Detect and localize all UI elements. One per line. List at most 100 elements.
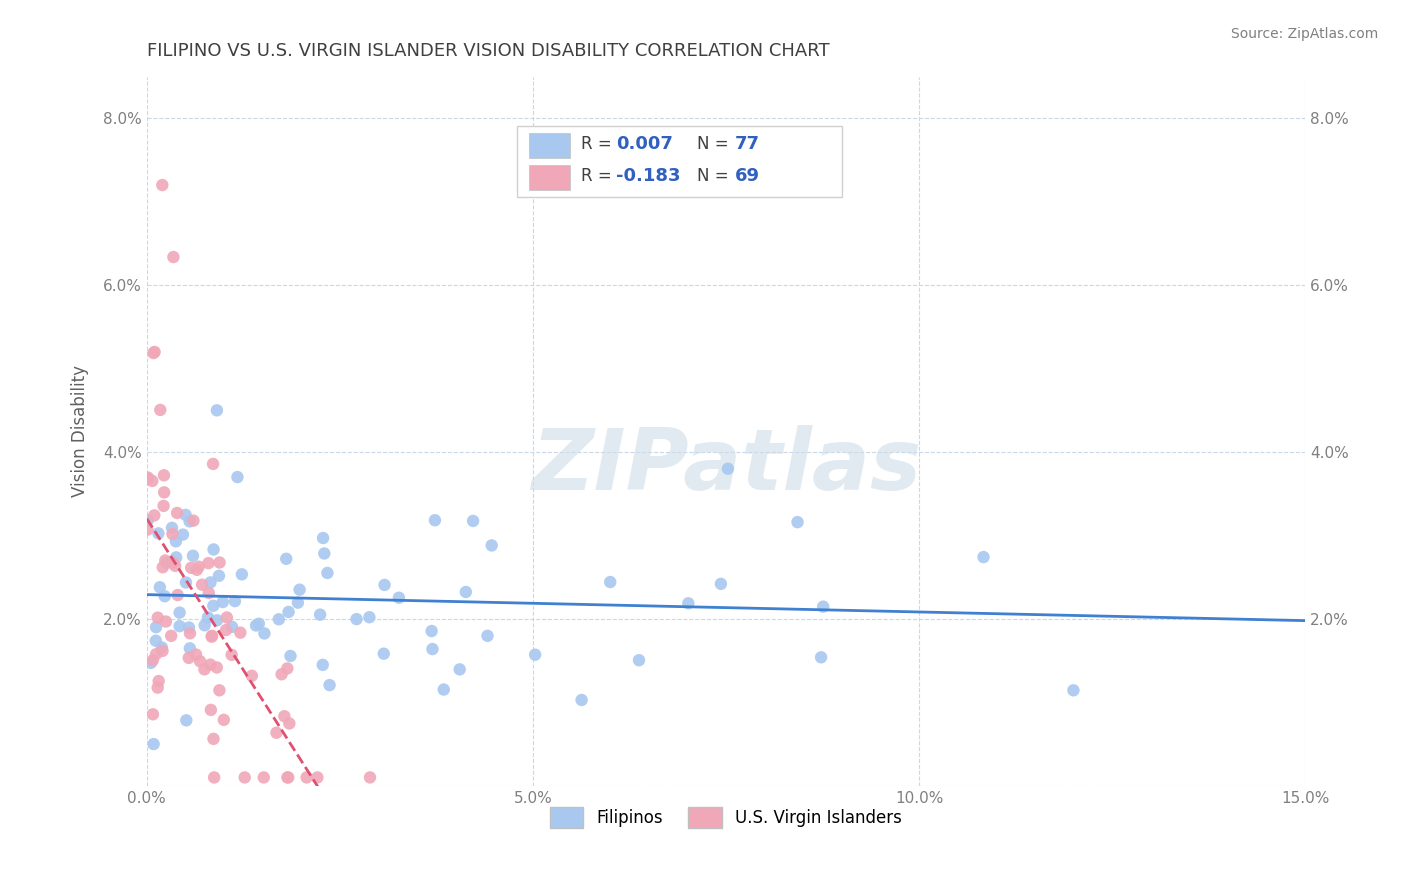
Point	[481, 538, 503, 552]
Point	[201, 629, 224, 643]
Point	[200, 657, 222, 672]
Point	[270, 667, 292, 681]
Point	[215, 610, 238, 624]
Point	[374, 578, 396, 592]
Point	[240, 669, 263, 683]
Point	[786, 515, 808, 529]
Point	[148, 674, 170, 689]
Point	[152, 560, 174, 574]
Point	[145, 647, 167, 661]
Point	[174, 575, 197, 590]
Point	[146, 610, 169, 624]
Point	[160, 629, 183, 643]
Point	[136, 472, 159, 486]
Point	[247, 616, 270, 631]
Point	[153, 485, 176, 500]
Point	[166, 506, 188, 520]
Point	[524, 648, 547, 662]
Point	[150, 178, 173, 192]
Point	[202, 457, 225, 471]
Point	[205, 403, 228, 417]
Point	[277, 605, 299, 619]
Point	[266, 725, 288, 739]
Point	[373, 647, 395, 661]
Point	[316, 566, 339, 580]
Point	[162, 527, 184, 541]
Point	[599, 575, 621, 590]
Point	[433, 682, 456, 697]
Point	[165, 534, 187, 549]
Point	[278, 716, 301, 731]
Point	[211, 595, 233, 609]
Point	[202, 599, 225, 613]
Point	[229, 625, 252, 640]
Point	[273, 709, 295, 723]
Point	[180, 561, 202, 575]
FancyBboxPatch shape	[517, 127, 842, 197]
Point	[155, 615, 177, 629]
Point	[224, 594, 246, 608]
Text: FILIPINO VS U.S. VIRGIN ISLANDER VISION DISABILITY CORRELATION CHART: FILIPINO VS U.S. VIRGIN ISLANDER VISION …	[146, 42, 830, 60]
Point	[233, 771, 256, 785]
Text: -0.183: -0.183	[616, 167, 681, 185]
Point	[136, 513, 159, 527]
Point	[226, 470, 249, 484]
Legend: Filipinos, U.S. Virgin Islanders: Filipinos, U.S. Virgin Islanders	[543, 800, 908, 834]
Point	[152, 499, 174, 513]
Point	[139, 656, 162, 670]
Point	[186, 563, 208, 577]
Point	[312, 531, 335, 545]
Point	[295, 771, 318, 785]
Point	[177, 651, 200, 665]
Point	[142, 346, 165, 360]
Point	[176, 714, 198, 728]
Point	[174, 508, 197, 522]
Point	[359, 610, 381, 624]
Point	[420, 624, 443, 638]
Point	[245, 618, 267, 632]
Point	[155, 553, 177, 567]
Point	[194, 618, 217, 632]
Point	[166, 588, 188, 602]
Text: 77: 77	[735, 135, 761, 153]
Point	[973, 550, 995, 565]
Point	[678, 596, 700, 610]
Point	[162, 250, 184, 264]
Point	[449, 662, 471, 676]
Point	[150, 640, 173, 655]
Point	[811, 599, 834, 614]
Point	[710, 577, 733, 591]
Point	[202, 542, 225, 557]
Point	[169, 606, 191, 620]
Point	[181, 549, 204, 563]
Point	[253, 771, 276, 785]
Point	[276, 661, 298, 675]
Point	[187, 559, 209, 574]
Point	[423, 513, 446, 527]
Point	[627, 653, 650, 667]
Point	[146, 681, 169, 695]
Point	[202, 771, 225, 785]
Point	[810, 650, 832, 665]
Point	[200, 575, 222, 590]
Point	[142, 707, 165, 722]
Point	[277, 771, 299, 785]
Point	[142, 737, 165, 751]
Text: Source: ZipAtlas.com: Source: ZipAtlas.com	[1230, 27, 1378, 41]
Point	[188, 654, 211, 668]
Point	[208, 683, 231, 698]
Point	[145, 620, 167, 634]
Point	[388, 591, 411, 605]
Point	[177, 620, 200, 634]
Text: R =: R =	[581, 167, 617, 185]
Point	[212, 713, 235, 727]
Point	[179, 626, 201, 640]
Point	[143, 345, 166, 359]
Text: N =: N =	[697, 135, 734, 153]
Point	[172, 527, 194, 541]
Point	[169, 619, 191, 633]
Text: 0.007: 0.007	[616, 135, 673, 153]
Point	[191, 578, 214, 592]
Point	[149, 403, 172, 417]
FancyBboxPatch shape	[529, 133, 569, 158]
